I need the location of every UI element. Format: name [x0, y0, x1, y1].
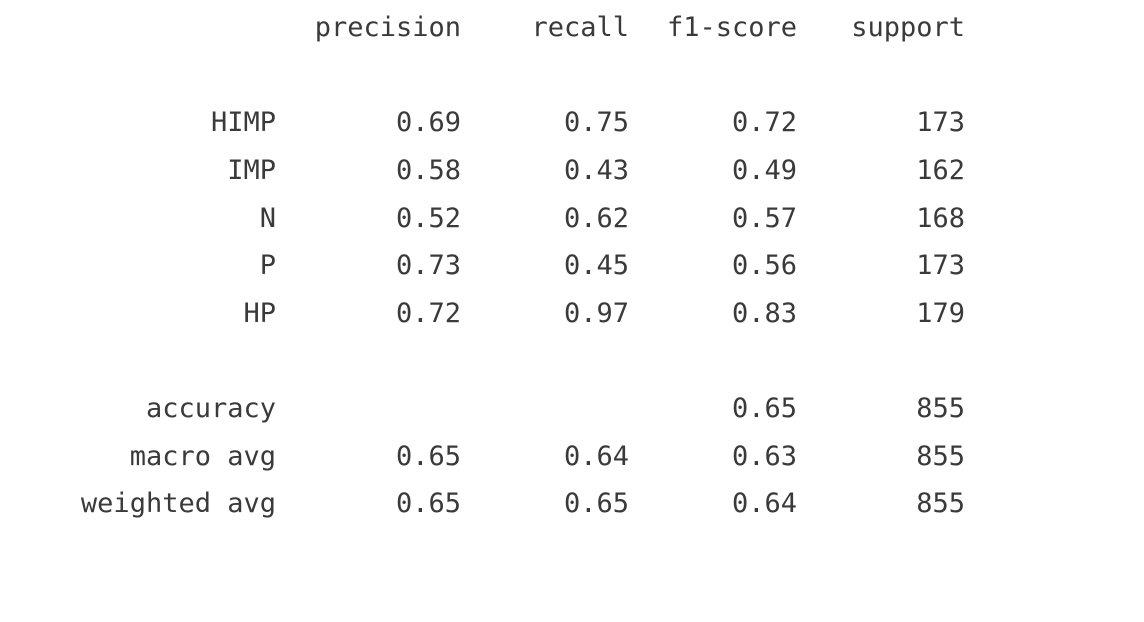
support-cell: 168	[916, 203, 965, 234]
support-cell: 173	[916, 250, 965, 281]
recall-cell: 0.62	[563, 203, 629, 234]
class-row-imp: IMP 0.58 0.43 0.49 162	[0, 151, 1144, 191]
class-row-p: P 0.73 0.45 0.56 173	[0, 246, 1144, 286]
recall-cell: 0.45	[563, 250, 629, 281]
header-f1-score: f1-score	[666, 12, 797, 43]
recall-cell: 0.97	[563, 298, 629, 329]
f1-score-cell: 0.65	[731, 393, 797, 424]
row-label: HIMP	[210, 107, 276, 138]
precision-cell: 0.69	[395, 107, 461, 138]
header-recall: recall	[531, 12, 629, 43]
precision-cell: 0.65	[395, 441, 461, 472]
precision-cell: 0.52	[395, 203, 461, 234]
support-cell: 162	[916, 155, 965, 186]
row-label: P	[259, 250, 276, 281]
recall-cell: 0.64	[563, 441, 629, 472]
support-cell: 855	[916, 441, 965, 472]
class-row-himp: HIMP 0.69 0.75 0.72 173	[0, 103, 1144, 143]
precision-cell: 0.65	[395, 488, 461, 519]
precision-cell: 0.58	[395, 155, 461, 186]
summary-row-accuracy: accuracy 0.65 855	[0, 389, 1144, 429]
f1-score-cell: 0.57	[731, 203, 797, 234]
support-cell: 855	[916, 393, 965, 424]
recall-cell: 0.75	[563, 107, 629, 138]
row-label: weighted avg	[80, 488, 276, 519]
header-row: precision recall f1-score support	[0, 8, 1144, 48]
class-row-n: N 0.52 0.62 0.57 168	[0, 199, 1144, 239]
support-cell: 173	[916, 107, 965, 138]
class-row-hp: HP 0.72 0.97 0.83 179	[0, 294, 1144, 334]
header-precision: precision	[314, 12, 461, 43]
f1-score-cell: 0.56	[731, 250, 797, 281]
f1-score-cell: 0.72	[731, 107, 797, 138]
summary-row-weighted-avg: weighted avg 0.65 0.65 0.64 855	[0, 484, 1144, 524]
support-cell: 855	[916, 488, 965, 519]
support-cell: 179	[916, 298, 965, 329]
precision-cell: 0.73	[395, 250, 461, 281]
row-label: macro avg	[129, 441, 276, 472]
f1-score-cell: 0.49	[731, 155, 797, 186]
recall-cell: 0.65	[563, 488, 629, 519]
row-label: accuracy	[145, 393, 276, 424]
header-support: support	[851, 12, 965, 43]
f1-score-cell: 0.83	[731, 298, 797, 329]
summary-row-macro-avg: macro avg 0.65 0.64 0.63 855	[0, 437, 1144, 477]
precision-cell: 0.72	[395, 298, 461, 329]
f1-score-cell: 0.63	[731, 441, 797, 472]
recall-cell: 0.43	[563, 155, 629, 186]
f1-score-cell: 0.64	[731, 488, 797, 519]
row-label: IMP	[227, 155, 276, 186]
row-label: HP	[243, 298, 276, 329]
row-label: N	[259, 203, 276, 234]
